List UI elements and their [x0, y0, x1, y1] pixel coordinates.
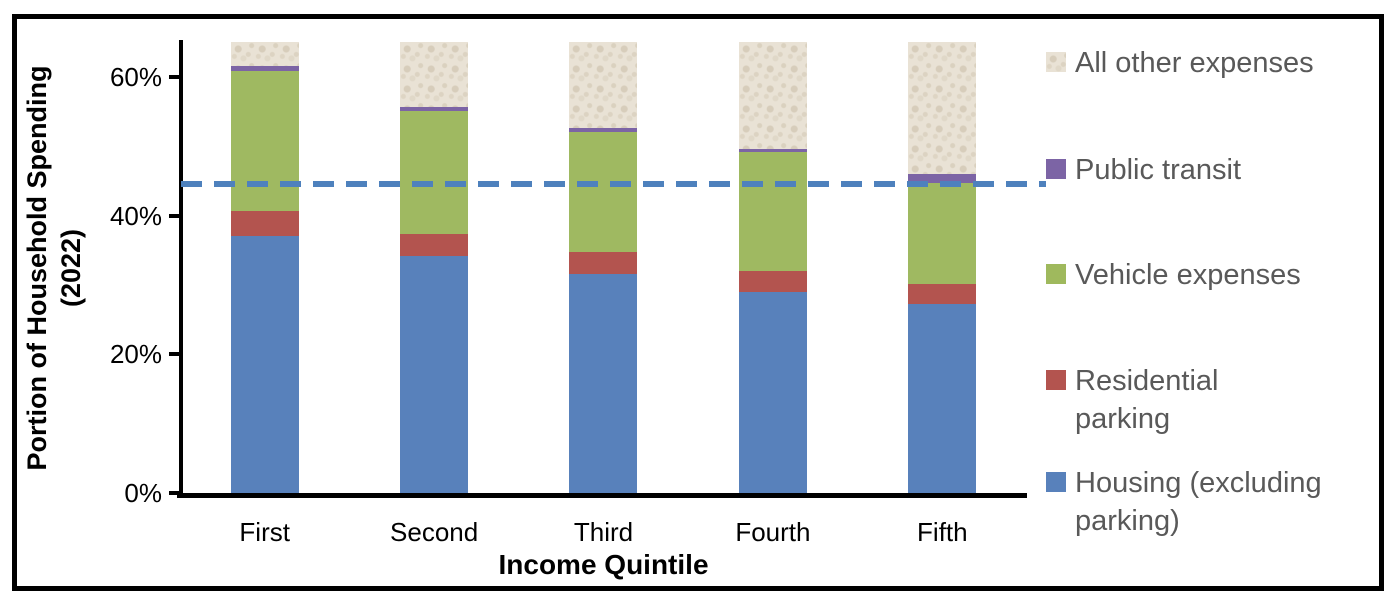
plot-area	[180, 42, 1027, 493]
legend-label-vehicle-expenses: Vehicle expenses	[1075, 259, 1301, 291]
legend-swatch-residential-parking	[1046, 370, 1066, 390]
segment-all-other-expenses	[230, 42, 299, 66]
y-axis-title: Portion of Household Spending (2022)	[20, 28, 88, 508]
y-tick-label-60: 60%	[109, 62, 162, 92]
segment-residential-parking	[738, 270, 807, 292]
legend-item-residential-parking: Residential parking	[1046, 362, 1218, 438]
legend-item-housing-excluding-parking: Housing (excluding parking)	[1046, 464, 1322, 540]
segment-housing-excluding-parking	[738, 291, 807, 493]
y-tick-label-20: 20%	[109, 339, 162, 369]
segment-public-transit	[230, 65, 299, 72]
segment-vehicle-expenses	[569, 131, 638, 253]
y-tick-mark-60	[169, 75, 181, 79]
segment-all-other-expenses	[400, 42, 469, 108]
segment-vehicle-expenses	[738, 152, 807, 271]
bar-slot-fifth	[858, 42, 1027, 493]
x-label-second: Second	[390, 517, 479, 547]
y-axis-line	[179, 40, 183, 498]
legend-swatch-public-transit	[1046, 159, 1066, 179]
stacked-bar-fourth	[738, 42, 807, 493]
y-tick-label-0: 0%	[124, 478, 162, 508]
segment-residential-parking	[230, 210, 299, 236]
segment-public-transit	[569, 128, 638, 132]
segment-residential-parking	[569, 252, 638, 274]
stacked-bar-first	[230, 42, 299, 493]
segment-vehicle-expenses	[400, 111, 469, 234]
y-tick-mark-20	[169, 352, 181, 356]
reference-dashed-line	[181, 181, 1046, 188]
bar-slot-third	[519, 42, 688, 493]
segment-housing-excluding-parking	[230, 235, 299, 493]
x-axis-labels: First Second Third Fourth Fifth	[180, 517, 1027, 548]
x-axis-line	[177, 493, 1027, 498]
stacked-bar-second	[400, 42, 469, 493]
segment-vehicle-expenses	[230, 71, 299, 211]
bar-slot-second	[349, 42, 518, 493]
x-label-third: Third	[573, 517, 634, 547]
legend-label-residential-parking: Residential parking	[1075, 365, 1219, 435]
y-tick-mark-0	[169, 491, 181, 495]
bar-slot-first	[180, 42, 349, 493]
segment-all-other-expenses	[738, 42, 807, 149]
bar-slot-fourth	[688, 42, 857, 493]
segment-public-transit	[400, 107, 469, 112]
stacked-bar-fifth	[908, 42, 977, 493]
legend-label-all-other-expenses: All other expenses	[1075, 47, 1314, 79]
stacked-bar-third	[569, 42, 638, 493]
segment-housing-excluding-parking	[908, 303, 977, 493]
x-label-first: First	[239, 517, 290, 547]
legend-item-all-other-expenses: All other expenses	[1046, 44, 1314, 82]
legend-swatch-all-other-expenses	[1046, 52, 1066, 72]
segment-residential-parking	[908, 284, 977, 304]
y-tick-label-40: 40%	[109, 201, 162, 231]
legend-item-vehicle-expenses: Vehicle expenses	[1046, 256, 1301, 294]
legend-label-housing-excluding-parking: Housing (excluding parking)	[1075, 467, 1322, 537]
y-axis-title-line1: Portion of Household Spending	[22, 65, 52, 471]
figure-border	[12, 14, 1384, 591]
segment-housing-excluding-parking	[400, 255, 469, 493]
segment-housing-excluding-parking	[569, 273, 638, 493]
segment-residential-parking	[400, 233, 469, 256]
y-tick-mark-40	[169, 214, 181, 218]
segment-vehicle-expenses	[908, 182, 977, 285]
x-axis-title: Income Quintile	[498, 549, 709, 580]
x-label-fourth: Fourth	[735, 517, 811, 547]
segment-all-other-expenses	[569, 42, 638, 129]
segment-public-transit	[908, 173, 977, 183]
x-label-fifth: Fifth	[917, 517, 968, 547]
segment-public-transit	[738, 148, 807, 153]
y-axis-title-line2: (2022)	[56, 228, 86, 308]
legend-swatch-housing-excluding-parking	[1046, 472, 1066, 492]
legend-item-public-transit: Public transit	[1046, 151, 1241, 189]
legend-label-public-transit: Public transit	[1075, 154, 1242, 186]
legend-swatch-vehicle-expenses	[1046, 264, 1066, 284]
segment-all-other-expenses	[908, 42, 977, 174]
